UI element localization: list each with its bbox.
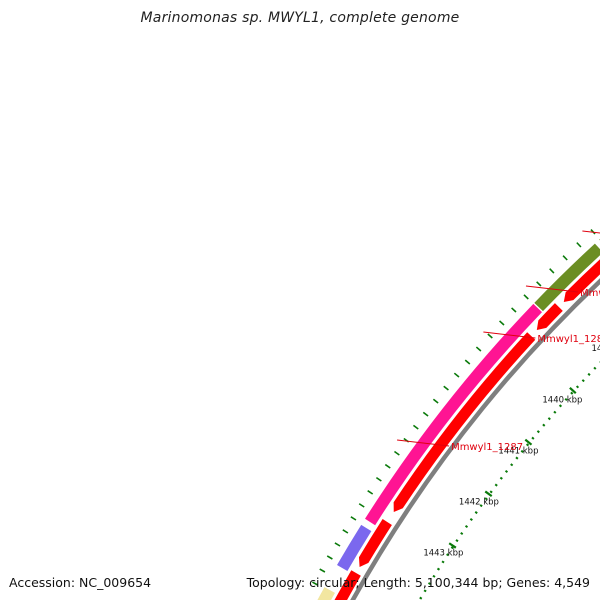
red-gene-segment [334,570,361,600]
outer-tick [511,307,517,313]
track-gene-segment [534,243,600,312]
outer-tick [523,294,529,300]
outer-tick [350,516,357,521]
outer-tick [443,385,449,391]
kbp-ruler: 1433 kbp1434 kbp1435 kbp1436 kbp1437 kbp… [418,344,600,600]
outer-tick [342,529,349,534]
outer-tick [375,476,382,482]
outer-tick [475,346,482,352]
topology-text: Topology: circular; Length: 5,100,344 bp… [246,575,590,590]
gene-label: Mmwyl1_1285 [580,288,600,299]
gene-tracks [312,229,600,600]
ruler-dots [418,361,600,600]
kbp-label: 1439 kbp [591,344,600,354]
outer-tick [367,490,374,495]
outer-tick [358,503,365,508]
outer-tick [412,424,419,430]
kbp-label: 1443 kbp [423,549,463,559]
outer-tick [453,372,460,378]
outer-tick [432,398,439,404]
outer-tick [393,450,400,456]
gene-label: Mmwyl1_1286 [537,334,600,345]
outer-tick [384,463,391,469]
kbp-tick [569,387,577,395]
outer-tick [536,281,542,287]
kbp-label: 1442 kbp [459,497,499,507]
track-gene-segment [337,524,372,572]
red-gene-segment [393,332,536,512]
outer-tick [334,542,341,547]
outer-tick [576,242,582,248]
kbp-tick [484,490,493,498]
outer-tick [312,581,319,586]
red-gene-segment [536,303,563,330]
kbp-tick [524,438,533,446]
label-leader [525,285,579,293]
label-leader [483,331,536,339]
kbp-tick [448,542,457,549]
backbone-line [350,278,600,600]
label-leader [397,439,450,447]
track-gene-segment [317,587,335,600]
outer-tick [499,320,505,326]
outer-tick [319,568,326,573]
kbp-label: 1440 kbp [542,395,582,405]
kbp-label: 1441 kbp [498,446,538,456]
outer-tick [464,359,471,365]
gene-labels: Mmwyl1_1280Mmwyl1_1281Mmwyl1_1282fabZMmw… [397,230,600,453]
red-gene-segment [358,519,392,567]
gene-label: Mmwyl1_1287 [451,442,523,453]
outer-tick [487,333,493,339]
accession-text: Accession: NC_009654 [9,575,152,590]
outer-tick [562,255,568,261]
outer-tick [422,411,429,417]
outer-tick [326,555,333,560]
outer-tick [549,268,555,274]
track-gene-segment [365,303,543,526]
map-title: Marinomonas sp. MWYL1, complete genome [140,10,460,26]
label-leader [582,230,600,234]
